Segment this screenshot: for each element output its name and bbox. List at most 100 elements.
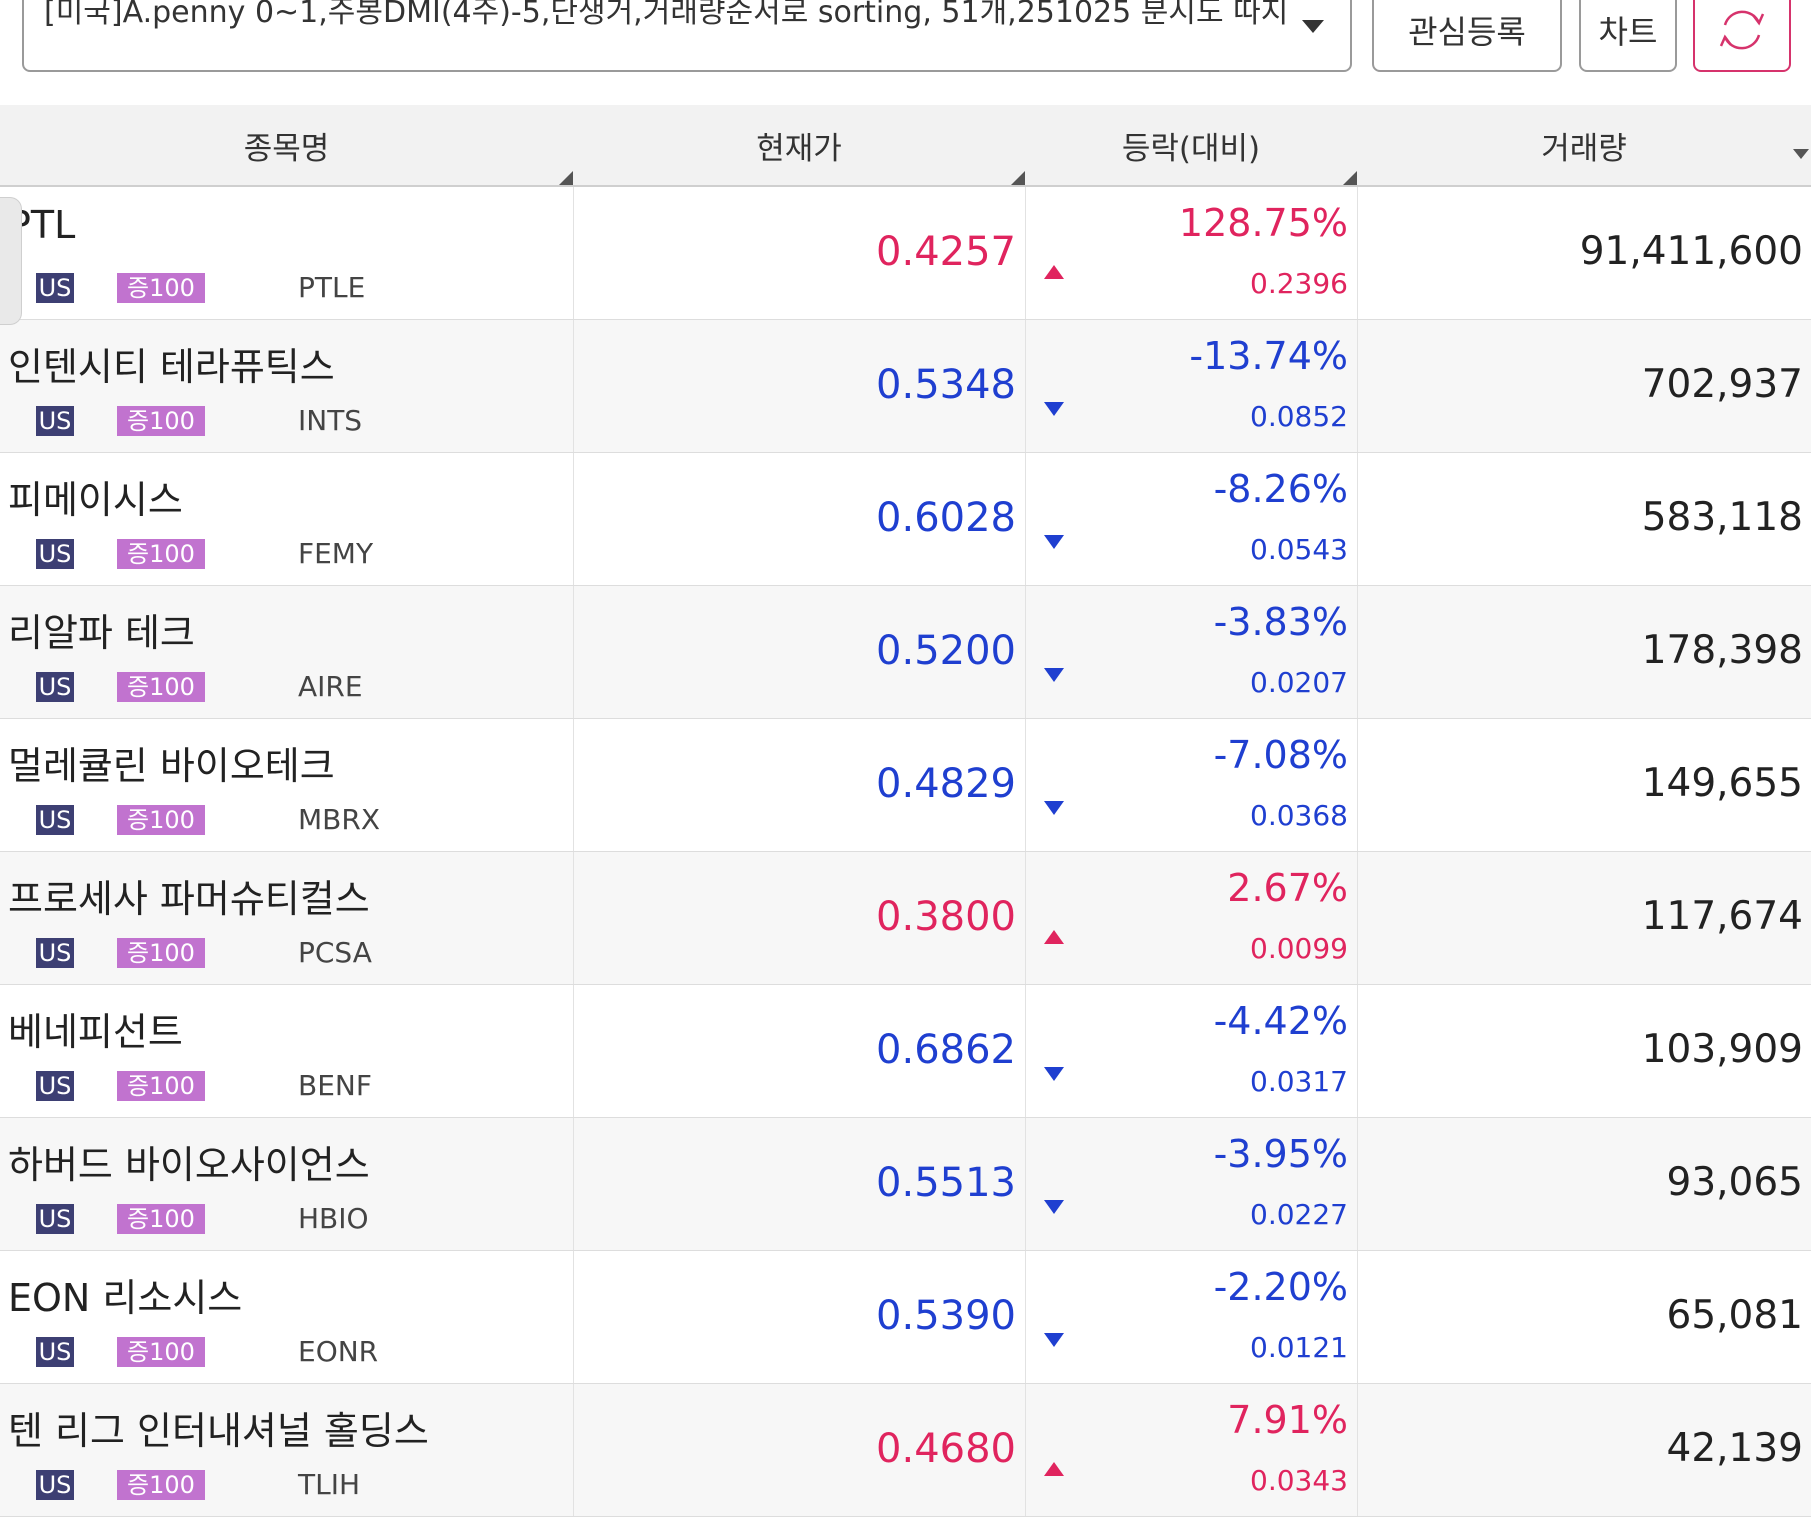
change-amount: 0.0121 <box>1250 1331 1348 1364</box>
column-divider <box>573 852 574 984</box>
triangle-down-icon <box>1044 402 1064 416</box>
trade-volume: 42,139 <box>1666 1426 1803 1471</box>
current-price: 0.6028 <box>876 495 1016 541</box>
margin-badge: 증100 <box>117 273 205 303</box>
stock-name[interactable]: 하버드 바이오사이언스 <box>8 1143 370 1187</box>
ticker-symbol: MBRX <box>298 803 381 836</box>
triangle-up-icon <box>1044 930 1064 944</box>
watch-register-button[interactable]: 관심등록 <box>1372 0 1562 72</box>
table-row[interactable]: 리알파 테크 US 증100 AIRE 0.5200 -3.83% 0.0207 178,39… <box>0 586 1811 719</box>
triangle-down-icon <box>1044 801 1064 815</box>
sort-indicator-icon <box>1011 171 1025 185</box>
market-badge: US <box>36 938 74 968</box>
change-amount: 0.0343 <box>1250 1464 1348 1497</box>
triangle-down-icon <box>1044 1067 1064 1081</box>
column-divider <box>1025 1251 1026 1383</box>
triangle-up-icon <box>1044 265 1064 279</box>
stock-name[interactable]: 멀레큘린 바이오테크 <box>8 744 335 788</box>
column-divider <box>1357 719 1358 851</box>
stock-name[interactable]: 베네피선트 <box>8 1010 183 1054</box>
triangle-down-icon <box>1044 535 1064 549</box>
triangle-up-icon <box>1044 1462 1064 1476</box>
header-volume[interactable]: 거래량 <box>1541 130 1627 167</box>
trade-volume: 117,674 <box>1641 894 1803 939</box>
refresh-button[interactable] <box>1693 0 1791 72</box>
header-name[interactable]: 종목명 <box>243 130 330 167</box>
header-change[interactable]: 등락(대비) <box>1121 130 1261 167</box>
refresh-icon <box>1719 10 1765 50</box>
margin-badge: 증100 <box>117 672 205 702</box>
market-badge: US <box>36 1337 74 1367</box>
market-badge: US <box>36 273 74 303</box>
current-price: 0.5348 <box>876 362 1016 408</box>
column-divider <box>1357 1251 1358 1383</box>
market-badge: US <box>36 672 74 702</box>
margin-badge: 증100 <box>117 938 205 968</box>
change-amount: 0.2396 <box>1250 267 1348 300</box>
triangle-down-icon <box>1044 668 1064 682</box>
sort-indicator-icon <box>559 171 573 185</box>
change-amount: 0.0207 <box>1250 666 1348 699</box>
column-divider <box>1025 1384 1026 1516</box>
current-price: 0.4680 <box>876 1426 1016 1472</box>
stock-name[interactable]: 피메이시스 <box>8 478 183 522</box>
column-divider <box>1025 453 1026 585</box>
column-divider <box>1025 719 1026 851</box>
current-price: 0.5390 <box>876 1293 1016 1339</box>
stock-name[interactable]: EON 리소시스 <box>8 1276 243 1320</box>
table-row[interactable]: 멀레큘린 바이오테크 US 증100 MBRX 0.4829 -7.08% 0.0368 14… <box>0 719 1811 852</box>
stock-name[interactable]: 텐 리그 인터내셔널 홀딩스 <box>8 1409 429 1453</box>
sort-desc-icon <box>1793 149 1809 159</box>
stock-name[interactable]: 프로세사 파머슈티컬스 <box>8 877 370 921</box>
change-amount: 0.0852 <box>1250 400 1348 433</box>
change-percent: -3.95% <box>1213 1132 1348 1176</box>
table-row[interactable]: PTL US 증100 PTLE 0.4257 128.75% 0.2396 91,411,6… <box>0 187 1811 320</box>
condition-select[interactable]: [미국]A.penny 0~1,주봉DMI(4주)-5,단생거,거래량순서로 s… <box>22 0 1352 72</box>
ticker-symbol: EONR <box>298 1335 379 1368</box>
header-price[interactable]: 현재가 <box>756 130 842 167</box>
margin-badge: 증100 <box>117 539 205 569</box>
market-badge: US <box>36 406 74 436</box>
market-badge: US <box>36 805 74 835</box>
ticker-symbol: AIRE <box>298 670 363 703</box>
change-percent: -8.26% <box>1213 467 1348 511</box>
column-divider <box>573 1251 574 1383</box>
table-row[interactable]: 피메이시스 US 증100 FEMY 0.6028 -8.26% 0.0543 583,118 <box>0 453 1811 586</box>
margin-badge: 증100 <box>117 1071 205 1101</box>
column-divider <box>573 320 574 452</box>
trade-volume: 178,398 <box>1641 628 1803 673</box>
ticker-symbol: INTS <box>298 404 363 437</box>
change-percent: 7.91% <box>1227 1398 1348 1442</box>
margin-badge: 증100 <box>117 805 205 835</box>
table-row[interactable]: 텐 리그 인터내셔널 홀딩스 US 증100 TLIH 0.4680 7.91% 0.034… <box>0 1384 1811 1517</box>
stock-name[interactable]: 리알파 테크 <box>8 611 195 655</box>
change-percent: -2.20% <box>1213 1265 1348 1309</box>
table-row[interactable]: 하버드 바이오사이언스 US 증100 HBIO 0.5513 -3.95% 0.0227 9… <box>0 1118 1811 1251</box>
change-percent: -13.74% <box>1189 334 1348 378</box>
current-price: 0.3800 <box>876 894 1016 940</box>
column-divider <box>573 453 574 585</box>
column-divider <box>1357 320 1358 452</box>
change-amount: 0.0368 <box>1250 799 1348 832</box>
change-percent: 128.75% <box>1178 201 1348 245</box>
chevron-down-icon <box>1302 20 1324 33</box>
chart-button[interactable]: 차트 <box>1579 0 1677 72</box>
market-badge: US <box>36 1470 74 1500</box>
column-divider <box>1025 985 1026 1117</box>
column-divider <box>573 719 574 851</box>
market-badge: US <box>36 1071 74 1101</box>
change-amount: 0.0099 <box>1250 932 1348 965</box>
column-divider <box>1357 1118 1358 1250</box>
stock-name[interactable]: 인텐시티 테라퓨틱스 <box>8 345 335 389</box>
column-divider <box>1357 852 1358 984</box>
trade-volume: 149,655 <box>1641 761 1803 806</box>
column-divider <box>573 187 574 319</box>
change-amount: 0.0227 <box>1250 1198 1348 1231</box>
table-row[interactable]: 프로세사 파머슈티컬스 US 증100 PCSA 0.3800 2.67% 0.0099 11… <box>0 852 1811 985</box>
table-row[interactable]: 베네피선트 US 증100 BENF 0.6862 -4.42% 0.0317 103,909 <box>0 985 1811 1118</box>
side-drawer-handle[interactable] <box>0 197 22 325</box>
column-divider <box>1025 586 1026 718</box>
table-row[interactable]: 인텐시티 테라퓨틱스 US 증100 INTS 0.5348 -13.74% 0.0852 7… <box>0 320 1811 453</box>
column-divider <box>573 586 574 718</box>
table-row[interactable]: EON 리소시스 US 증100 EONR 0.5390 -2.20% 0.0121 65,0… <box>0 1251 1811 1384</box>
